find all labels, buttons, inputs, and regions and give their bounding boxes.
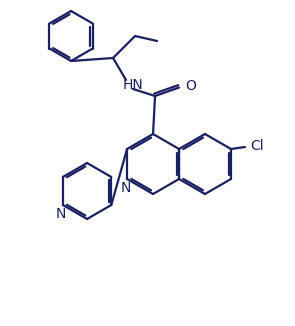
Text: N: N [56, 207, 66, 221]
Text: HN: HN [123, 78, 144, 92]
Text: O: O [185, 79, 196, 93]
Text: Cl: Cl [250, 139, 264, 153]
Text: N: N [121, 181, 131, 195]
